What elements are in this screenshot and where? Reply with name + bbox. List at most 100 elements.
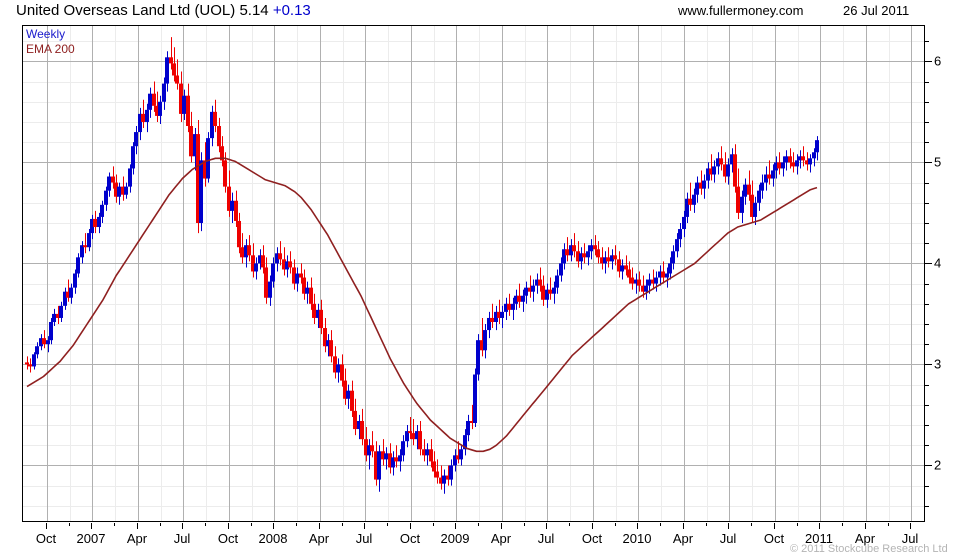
y-axis-tick-minor: [925, 223, 929, 224]
chart-plot-area[interactable]: [22, 25, 925, 522]
chart-legend: Weekly EMA 200: [26, 27, 75, 57]
x-axis-tick-major: [728, 523, 729, 529]
x-axis-tick-major: [774, 523, 775, 529]
x-axis-label: Jul: [719, 531, 737, 546]
x-axis-tick-major: [364, 523, 365, 529]
x-axis-tick-minor: [160, 523, 161, 526]
x-axis-tick-major: [546, 523, 547, 529]
x-axis-label: Jul: [537, 531, 555, 546]
x-axis-tick-minor: [706, 523, 707, 526]
x-axis-tick-minor: [433, 523, 434, 526]
y-axis-tick-minor: [925, 385, 929, 386]
price-change: +0.13: [272, 2, 311, 19]
x-axis-label: Apr: [490, 531, 512, 546]
x-axis-label: 2007: [76, 531, 106, 546]
x-axis-label: 2008: [258, 531, 288, 546]
x-axis-tick-major: [819, 523, 820, 529]
x-axis-tick-minor: [751, 523, 752, 526]
y-axis-label: 2: [934, 457, 942, 473]
x-axis-label: Apr: [672, 531, 694, 546]
x-axis-label: Oct: [217, 531, 239, 546]
candlestick-chart-canvas: [23, 26, 924, 521]
x-axis-label: Oct: [581, 531, 603, 546]
x-axis-label: Oct: [399, 531, 421, 546]
x-axis-tick-major: [46, 523, 47, 529]
website-label: www.fullermoney.com: [678, 3, 804, 18]
x-axis-label: Apr: [854, 531, 876, 546]
x-axis-tick-minor: [842, 523, 843, 526]
y-axis-tick-minor: [925, 425, 929, 426]
y-axis-tick-minor: [925, 102, 929, 103]
y-axis-tick-minor: [925, 304, 929, 305]
x-axis-label: Apr: [126, 531, 148, 546]
x-axis-tick-major: [910, 523, 911, 529]
y-axis-tick-major: [925, 364, 932, 365]
x-axis-tick-major: [592, 523, 593, 529]
instrument-title-text: United Overseas Land Ltd (UOL) 5.14: [16, 2, 269, 19]
y-axis-tick-minor: [925, 486, 929, 487]
x-axis-tick-minor: [660, 523, 661, 526]
y-axis-tick-minor: [925, 183, 929, 184]
x-axis-tick-minor: [114, 523, 115, 526]
x-axis-tick-major: [228, 523, 229, 529]
x-axis: Oct 2007 Apr Jul Oct 2008 Apr Jul Oct 2009 Apr Jul O…: [22, 523, 926, 546]
y-axis-label: 3: [934, 356, 942, 372]
x-axis-tick-major: [637, 523, 638, 529]
y-axis-tick-minor: [925, 506, 929, 507]
x-axis-label: Jul: [173, 531, 191, 546]
x-axis-label: 2010: [622, 531, 652, 546]
x-axis-tick-minor: [888, 523, 889, 526]
x-axis-tick-major: [683, 523, 684, 529]
x-axis-label: 2009: [440, 531, 470, 546]
y-axis-tick-minor: [925, 344, 929, 345]
y-axis-tick-major: [925, 162, 932, 163]
chart-header: United Overseas Land Ltd (UOL) 5.14 +0.1…: [0, 0, 980, 24]
y-axis-label: 5: [934, 154, 942, 170]
y-axis-tick-minor: [925, 41, 929, 42]
x-axis-label: Jul: [355, 531, 373, 546]
x-axis-tick-major: [91, 523, 92, 529]
x-axis-label: Apr: [308, 531, 330, 546]
y-axis-label: 4: [934, 255, 942, 271]
x-axis-tick-minor: [478, 523, 479, 526]
x-axis-label: Jul: [901, 531, 919, 546]
x-axis-tick-major: [137, 523, 138, 529]
x-axis-tick-major: [319, 523, 320, 529]
x-axis-tick-minor: [205, 523, 206, 526]
x-axis-label: Oct: [763, 531, 785, 546]
y-axis-tick-minor: [925, 445, 929, 446]
x-axis-tick-major: [273, 523, 274, 529]
x-axis-label: 2011: [805, 531, 833, 546]
legend-item-weekly: Weekly: [26, 27, 66, 41]
x-axis-tick-minor: [797, 523, 798, 526]
y-axis-tick-minor: [925, 324, 929, 325]
y-axis-tick-minor: [925, 122, 929, 123]
x-axis-tick-major: [410, 523, 411, 529]
y-axis-tick-major: [925, 465, 932, 466]
x-axis-tick-major: [455, 523, 456, 529]
x-axis-tick-minor: [387, 523, 388, 526]
x-axis-tick-minor: [569, 523, 570, 526]
y-axis-tick-minor: [925, 82, 929, 83]
y-axis-tick-minor: [925, 203, 929, 204]
instrument-title: United Overseas Land Ltd (UOL) 5.14 +0.1…: [16, 2, 311, 19]
y-axis-tick-minor: [925, 142, 929, 143]
y-axis-tick-minor: [925, 284, 929, 285]
x-axis-tick-minor: [342, 523, 343, 526]
legend-item-ema200: EMA 200: [26, 42, 75, 56]
y-axis-tick-minor: [925, 243, 929, 244]
x-axis-tick-minor: [251, 523, 252, 526]
x-axis-tick-minor: [615, 523, 616, 526]
y-axis-tick-major: [925, 61, 932, 62]
x-axis-tick-major: [865, 523, 866, 529]
copyright-notice: © 2011 Stockcube Research Ltd: [790, 543, 948, 555]
x-axis-tick-minor: [296, 523, 297, 526]
x-axis-tick-minor: [69, 523, 70, 526]
x-axis-tick-minor: [524, 523, 525, 526]
y-axis-label: 6: [934, 53, 942, 69]
x-axis-label: Oct: [35, 531, 57, 546]
x-axis-tick-major: [501, 523, 502, 529]
x-axis-tick-major: [182, 523, 183, 529]
y-axis-tick-minor: [925, 405, 929, 406]
chart-date: 26 Jul 2011: [843, 3, 910, 18]
